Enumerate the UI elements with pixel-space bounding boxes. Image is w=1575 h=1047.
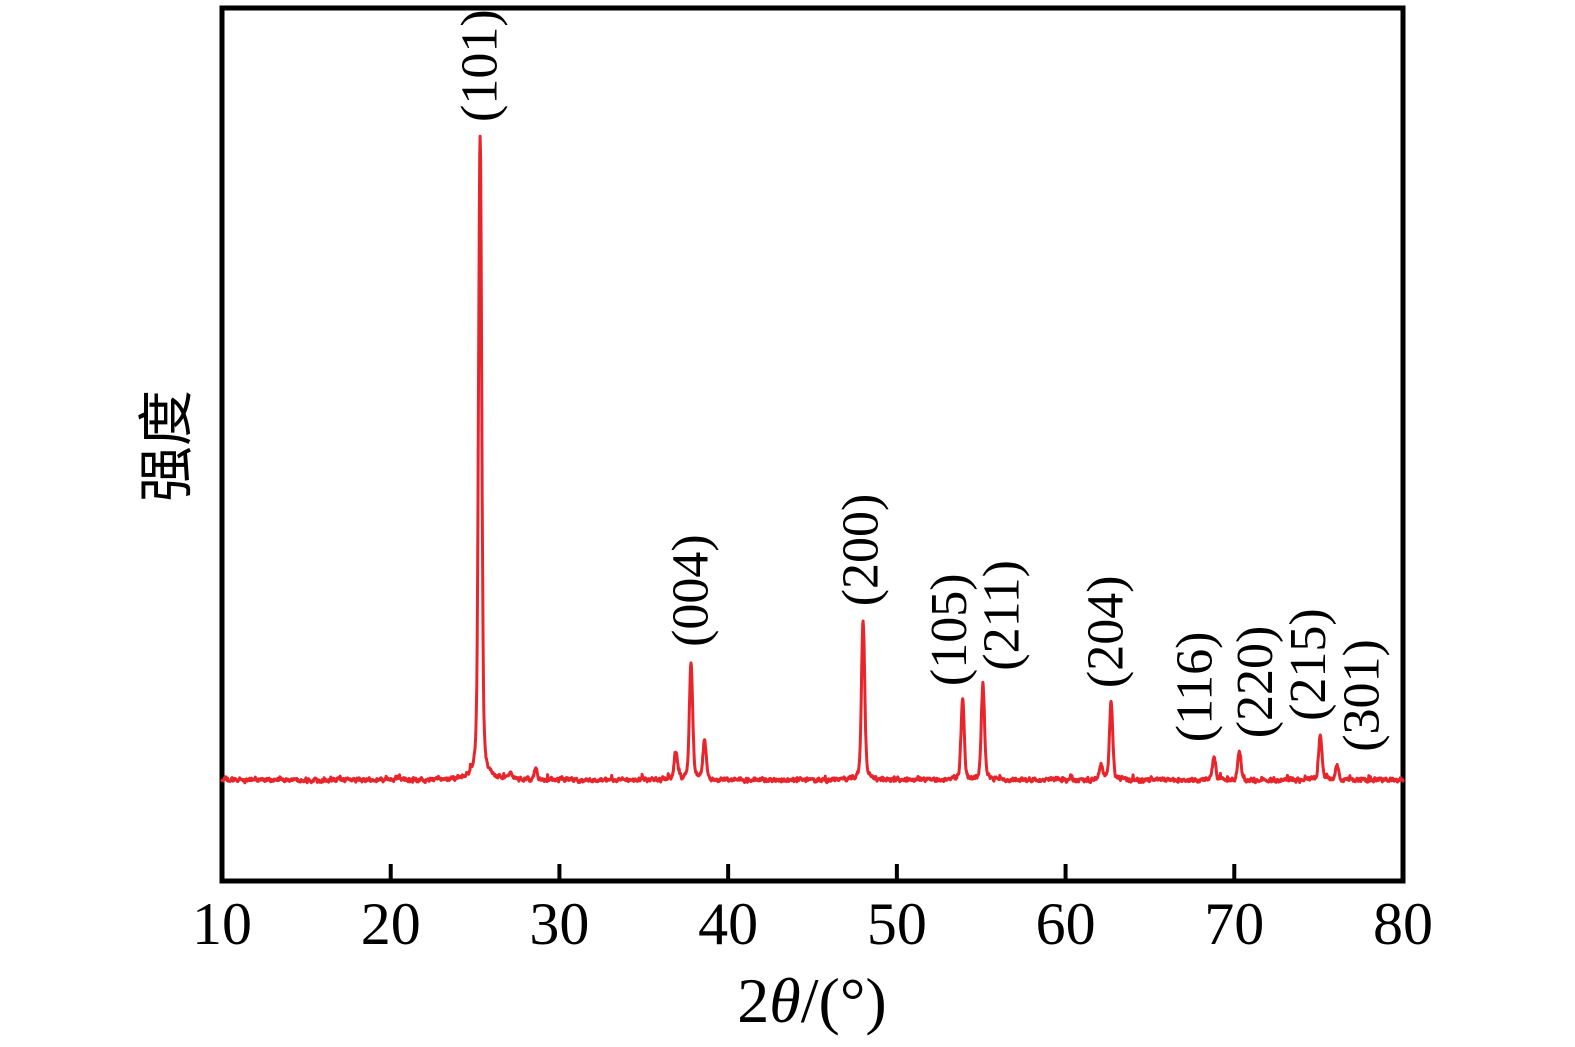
peak-label-200: (200): [833, 494, 890, 607]
peak-label-301: (301): [1334, 639, 1391, 752]
y-axis-label: 强度: [137, 390, 199, 502]
peak-label-116: (116): [1167, 631, 1224, 742]
x-axis-label-suffix: /(°): [801, 965, 887, 1036]
x-tick-label-80: 80: [1373, 891, 1433, 957]
x-tick-label-10: 10: [192, 891, 252, 957]
peak-label-105: (105): [921, 573, 978, 686]
peak-label-004: (004): [663, 534, 720, 647]
x-tick-label-60: 60: [1036, 891, 1096, 957]
peak-label-215: (215): [1280, 608, 1337, 721]
x-axis-label: 2θ/(°): [737, 965, 886, 1036]
x-tick-label-30: 30: [529, 891, 589, 957]
x-tick-label-50: 50: [867, 891, 927, 957]
x-tick-label-40: 40: [698, 891, 758, 957]
peak-label-101: (101): [452, 9, 509, 122]
peak-label-204: (204): [1078, 575, 1135, 688]
xrd-curve: [220, 134, 1405, 785]
plot-border: [219, 5, 1406, 884]
x-tick-label-70: 70: [1204, 891, 1264, 957]
peak-label-211: (211): [973, 560, 1030, 671]
x-axis-label-prefix: 2: [737, 965, 769, 1036]
peak-label-220: (220): [1227, 626, 1284, 739]
theta-symbol: θ: [769, 965, 800, 1036]
x-tick-label-20: 20: [361, 891, 421, 957]
